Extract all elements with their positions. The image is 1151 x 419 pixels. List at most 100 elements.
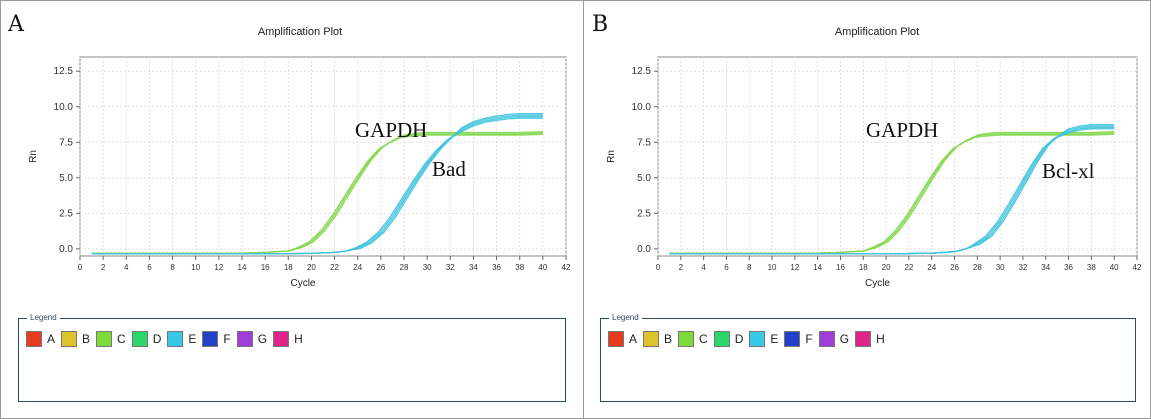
x-tick-label: 36 xyxy=(492,263,501,272)
legend-label: H xyxy=(294,332,303,346)
y-tick-label: 0.0 xyxy=(637,244,651,255)
x-axis-label: Cycle xyxy=(290,278,315,289)
legend-title: Legend xyxy=(609,312,642,324)
legend-item-c: C xyxy=(678,331,708,347)
x-tick-label: 20 xyxy=(882,263,891,272)
x-tick-label: 28 xyxy=(400,263,409,272)
legend-item-f: F xyxy=(202,331,231,347)
legend-label: E xyxy=(188,332,197,346)
x-tick-label: 30 xyxy=(996,263,1005,272)
legend-label: G xyxy=(257,332,268,346)
legend-item-b: B xyxy=(61,331,90,347)
legend-item-h: H xyxy=(855,331,885,347)
x-tick-label: 26 xyxy=(950,263,959,272)
y-tick-label: 12.5 xyxy=(54,66,74,77)
legend-label: A xyxy=(629,332,638,346)
x-tick-label: 30 xyxy=(423,263,432,272)
legend-item-d: D xyxy=(713,331,744,347)
legend-swatch xyxy=(678,331,695,347)
series-line xyxy=(91,113,543,255)
legend-item-a: A xyxy=(26,331,55,347)
legend-item-g: G xyxy=(818,331,850,347)
x-tick-label: 16 xyxy=(836,263,845,272)
panel-letter: B xyxy=(592,12,609,37)
x-tick-label: 22 xyxy=(330,263,339,272)
legend-swatch xyxy=(608,331,624,347)
legend-swatch xyxy=(713,331,730,347)
x-tick-label: 6 xyxy=(724,263,729,272)
series-line xyxy=(91,131,543,254)
x-tick-label: 18 xyxy=(859,263,868,272)
panel-letter: A xyxy=(8,12,24,37)
x-tick-label: 26 xyxy=(376,263,385,272)
y-tick-label: 7.5 xyxy=(59,137,73,148)
legend-item-e: E xyxy=(749,331,778,347)
legend-item-d: D xyxy=(131,331,162,347)
legend-label: E xyxy=(770,332,779,346)
x-tick-label: 14 xyxy=(813,263,822,272)
x-tick-label: 40 xyxy=(1110,263,1119,272)
x-tick-label: 2 xyxy=(101,263,106,272)
y-tick-label: 5.0 xyxy=(59,173,73,184)
x-tick-label: 36 xyxy=(1064,263,1073,272)
series-line xyxy=(669,131,1115,254)
y-tick-label: 5.0 xyxy=(637,173,651,184)
series-label: GAPDH xyxy=(355,118,427,142)
legend-item-f: F xyxy=(784,331,813,347)
panel-a: A Amplification Plot 0 2 4 6 8 10 12 14 16 18 20 22 2… xyxy=(8,12,571,402)
x-tick-label: 6 xyxy=(147,263,152,272)
plot-area xyxy=(79,56,567,257)
y-axis-label: Rn xyxy=(606,150,617,163)
y-tick-label: 2.5 xyxy=(637,208,651,219)
series-bad xyxy=(91,113,543,255)
x-tick-label: 12 xyxy=(790,263,799,272)
legend-label: D xyxy=(734,332,744,346)
panel-divider xyxy=(583,0,584,419)
legend-label: D xyxy=(152,332,162,346)
y-tick-label: 0.0 xyxy=(59,244,73,255)
x-tick-label: 24 xyxy=(927,263,936,272)
legend-items: A B C D E F G H xyxy=(26,331,309,347)
x-tick-label: 4 xyxy=(124,263,129,272)
legend-label: H xyxy=(876,332,885,346)
legend-item-e: E xyxy=(167,331,196,347)
x-tick-label: 10 xyxy=(768,263,777,272)
legend-swatch xyxy=(818,331,835,347)
x-tick-label: 40 xyxy=(538,263,547,272)
legend-item-g: G xyxy=(236,331,268,347)
legend-items: A B C D E F G H xyxy=(608,331,891,347)
legend-label: G xyxy=(839,332,850,346)
x-tick-label: 18 xyxy=(284,263,293,272)
legend-label: F xyxy=(805,332,813,346)
y-tick-label: 10.0 xyxy=(632,102,652,113)
legend-item-c: C xyxy=(96,331,126,347)
x-tick-label: 42 xyxy=(1133,263,1142,272)
x-tick-label: 16 xyxy=(261,263,270,272)
legend-label: B xyxy=(82,332,91,346)
x-tick-label: 2 xyxy=(679,263,684,272)
series-line xyxy=(669,123,1115,255)
x-tick-label: 32 xyxy=(446,263,455,272)
y-tick-label: 7.5 xyxy=(637,137,651,148)
x-tick-label: 0 xyxy=(78,263,83,272)
legend-label: A xyxy=(47,332,56,346)
legend-label: C xyxy=(117,332,126,346)
chart-title: Amplification Plot xyxy=(258,26,342,38)
legend-item-a: A xyxy=(608,331,637,347)
x-axis-label: Cycle xyxy=(865,278,890,289)
legend-swatch xyxy=(855,331,872,347)
series-bcl-xl xyxy=(669,123,1115,255)
legend-swatch xyxy=(61,331,78,347)
x-tick-label: 22 xyxy=(904,263,913,272)
x-tick-label: 4 xyxy=(701,263,706,272)
x-tick-label: 34 xyxy=(469,263,478,272)
x-tick-label: 34 xyxy=(1041,263,1050,272)
x-tick-label: 38 xyxy=(515,263,524,272)
legend-label: F xyxy=(223,332,231,346)
legend-swatch xyxy=(273,331,290,347)
x-tick-label: 28 xyxy=(973,263,982,272)
y-axis-label: Rn xyxy=(28,150,39,163)
y-tick-label: 12.5 xyxy=(632,66,652,77)
